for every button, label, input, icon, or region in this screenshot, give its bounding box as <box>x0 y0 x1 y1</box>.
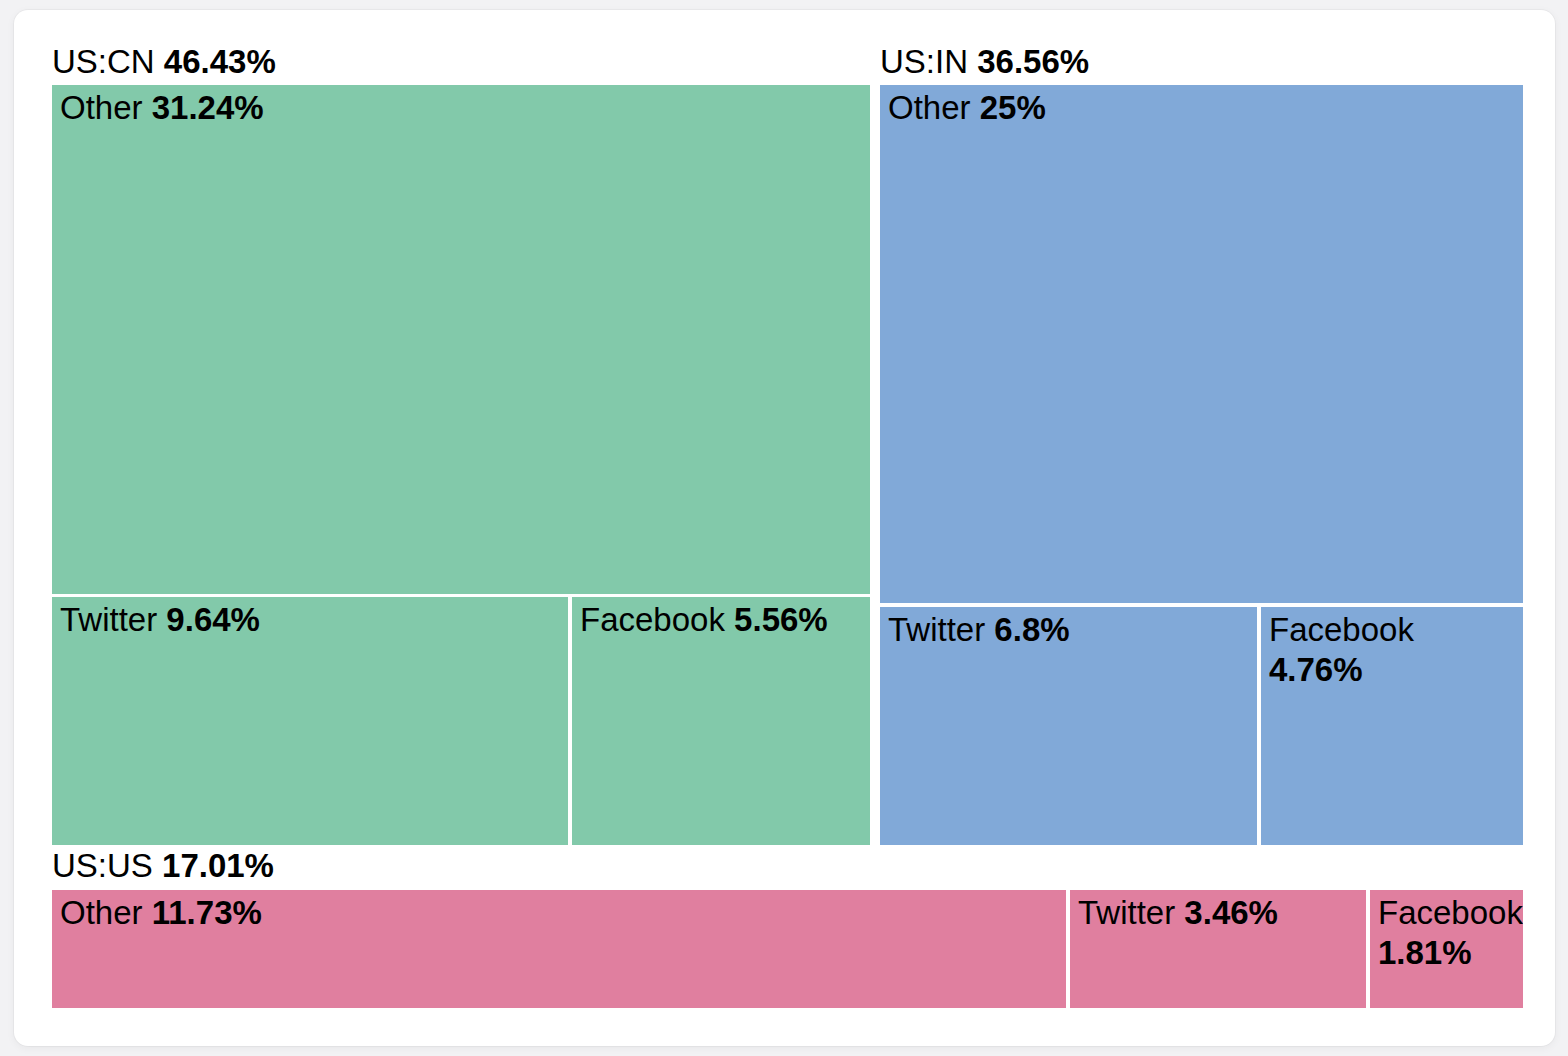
group-percent: 17.01% <box>162 847 274 884</box>
cell-name: Other <box>888 89 971 126</box>
group-title-us-in: US:IN 36.56% <box>880 42 1089 82</box>
cell-percent: 9.64% <box>166 601 260 638</box>
treemap-cell-us-us-facebook[interactable]: Facebook 1.81% <box>1370 890 1523 1008</box>
group-title-us-cn: US:CN 46.43% <box>52 42 276 82</box>
group-name: US:US <box>52 847 153 884</box>
cell-percent: 1.81% <box>1378 934 1472 971</box>
cell-percent: 31.24% <box>152 89 264 126</box>
cell-name: Facebook <box>580 601 725 638</box>
cell-percent: 4.76% <box>1269 651 1363 688</box>
group-name: US:CN <box>52 43 155 80</box>
cell-name: Twitter <box>1078 894 1175 931</box>
treemap-cell-us-cn-twitter[interactable]: Twitter 9.64% <box>52 597 568 845</box>
cell-name: Facebook <box>1378 894 1523 931</box>
cell-percent: 5.56% <box>734 601 828 638</box>
treemap-cell-us-in-twitter[interactable]: Twitter 6.8% <box>880 607 1257 845</box>
group-name: US:IN <box>880 43 968 80</box>
treemap-cell-us-cn-facebook[interactable]: Facebook 5.56% <box>572 597 870 845</box>
group-percent: 36.56% <box>977 43 1089 80</box>
treemap-cell-us-cn-other[interactable]: Other 31.24% <box>52 85 870 594</box>
cell-name: Facebook <box>1269 611 1414 648</box>
group-title-us-us: US:US 17.01% <box>52 846 274 886</box>
cell-name: Other <box>60 89 143 126</box>
treemap-cell-us-in-other[interactable]: Other 25% <box>880 85 1523 603</box>
cell-name: Twitter <box>60 601 157 638</box>
treemap-cell-us-us-other[interactable]: Other 11.73% <box>52 890 1066 1008</box>
cell-percent: 6.8% <box>994 611 1069 648</box>
group-percent: 46.43% <box>164 43 276 80</box>
cell-percent: 25% <box>980 89 1046 126</box>
cell-name: Twitter <box>888 611 985 648</box>
treemap-cell-us-us-twitter[interactable]: Twitter 3.46% <box>1070 890 1366 1008</box>
treemap-cell-us-in-facebook[interactable]: Facebook 4.76% <box>1261 607 1523 845</box>
treemap-chart-page: US:CN 46.43% Other 31.24% Twitter 9.64% … <box>0 0 1568 1056</box>
cell-percent: 3.46% <box>1184 894 1278 931</box>
cell-name: Other <box>60 894 143 931</box>
cell-percent: 11.73% <box>152 894 262 931</box>
